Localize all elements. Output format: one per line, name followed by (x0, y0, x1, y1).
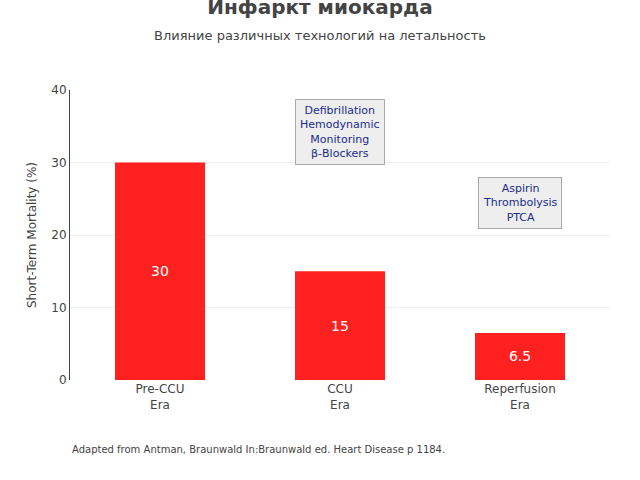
svg-text:6.5: 6.5 (509, 348, 531, 364)
svg-text:30: 30 (51, 156, 66, 170)
svg-text:Инфаркт миокардаВлияние различ: Инфаркт миокардаВлияние различных технол… (154, 0, 486, 43)
svg-text:ReperfusionEra: ReperfusionEra (484, 382, 555, 412)
svg-text:20: 20 (51, 228, 66, 242)
svg-text:30: 30 (151, 263, 169, 279)
svg-text:DefibrillationHemodynamicMonit: DefibrillationHemodynamicMonitoringβ-Blo… (300, 104, 380, 160)
svg-text:0: 0 (59, 373, 67, 387)
svg-text:Short-Term Mortality (%): Short-Term Mortality (%) (25, 162, 39, 308)
svg-text:10: 10 (51, 301, 66, 315)
svg-text:15: 15 (331, 318, 349, 334)
svg-text:40: 40 (51, 83, 66, 97)
svg-text:Adapted from Antman, Braunwald: Adapted from Antman, Braunwald In:Braunw… (72, 444, 445, 455)
svg-text:CCUEra: CCUEra (327, 382, 353, 412)
svg-text:Pre-CCUEra: Pre-CCUEra (136, 382, 185, 412)
svg-text:AspirinThrombolysisPTCA: AspirinThrombolysisPTCA (483, 182, 557, 224)
